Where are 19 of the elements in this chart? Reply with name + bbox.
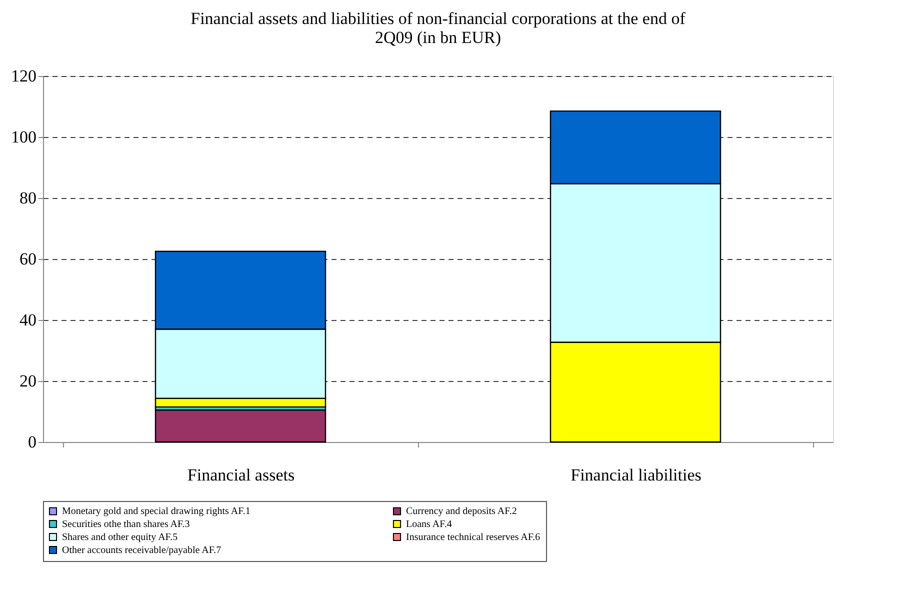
legend-label: Monetary gold and special drawing rights AF.1 [62,506,250,518]
legend-label: Insurance technical reserves AF.6 [406,532,540,543]
legend-label: Securities othe than shares AF.3 [62,519,190,530]
legend-label: Shares and other equity AF.5 [62,532,178,543]
text: Financial assets and liabilities of non-financial corporations at the end of [190,9,686,28]
y-tick-label: 80 [20,188,36,208]
bar [154,409,326,443]
x-tick-label: Financial liabilities [570,466,702,484]
text: 2Q09 (in bn EUR) [374,28,502,47]
y-tick-label: 40 [20,310,36,330]
y-tick-label: 0 [28,432,36,452]
y-tick-label: 100 [11,128,36,146]
legend-label: Loans AF.4 [406,519,452,530]
legend-label: Other accounts receivable/payable AF.7 [62,545,222,556]
legend-label: Currency and deposits AF.2 [406,506,517,518]
y-tick-label: 60 [20,250,36,268]
x-tick-label: Financial assets [187,466,295,484]
y-tick-label: 20 [20,372,36,390]
y-tick-label: 120 [11,66,36,86]
